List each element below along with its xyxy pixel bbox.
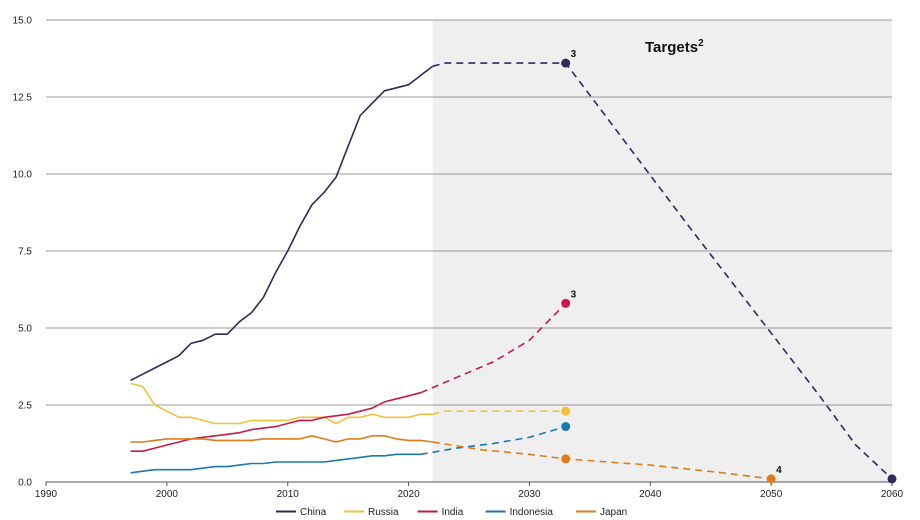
legend-label-russia: Russia [368,507,399,518]
y-tick-label: 7.5 [18,247,32,258]
y-tick-label: 2.5 [18,401,32,412]
axes: 0.0 2.5 5.0 7.5 10.0 12.5 15.0 1990 2000 2010 2020… [13,16,904,501]
series-line-china [130,65,434,382]
x-tick-label: 2040 [639,489,662,500]
footnote-label-india: 3 [571,289,577,300]
series-marker-japan [561,454,571,464]
series-line-indonesia [130,453,421,474]
legend-label-india: India [442,507,464,518]
legend-label-indonesia: Indonesia [510,507,554,518]
x-tick-label: 1990 [35,489,58,500]
footnote-label-japan: 4 [776,465,782,476]
series-marker-china [887,474,897,484]
series-marker-china [561,58,571,68]
legend-label-china: China [300,507,327,518]
x-tick-label: 2030 [518,489,541,500]
x-tick-label: 2000 [156,489,179,500]
series-lines [130,62,893,480]
gridlines [46,19,892,406]
y-tick-label: 5.0 [18,324,32,335]
series-markers: 3 3 4 [561,49,897,484]
series-marker-india [561,298,571,308]
series-marker-japan [766,474,776,484]
x-tick-label: 2020 [397,489,420,500]
series-marker-indonesia [561,422,571,432]
legend: China Russia India Indonesia Japan [276,507,627,518]
x-tick-label: 2060 [881,489,904,500]
footnote-label-china: 3 [571,49,577,60]
series-line-japan [130,434,433,443]
targets-region-label-superscript: 2 [698,38,704,49]
series-target-line-russia [432,410,566,415]
series-line-india [130,391,421,453]
y-tick-label: 12.5 [13,93,33,104]
series-marker-russia [561,406,571,416]
series-line-russia [130,382,433,425]
series-target-line-india [420,302,567,394]
series-target-line-china [432,62,893,480]
targets-region-label: Targets2 [645,38,704,56]
series-target-line-indonesia [420,425,566,456]
y-tick-label: 0.0 [18,478,32,489]
x-tick-label: 2050 [760,489,783,500]
legend-label-japan: Japan [600,507,627,518]
y-tick-label: 10.0 [13,170,33,181]
x-tick-label: 2010 [277,489,300,500]
y-tick-label: 15.0 [13,16,33,27]
